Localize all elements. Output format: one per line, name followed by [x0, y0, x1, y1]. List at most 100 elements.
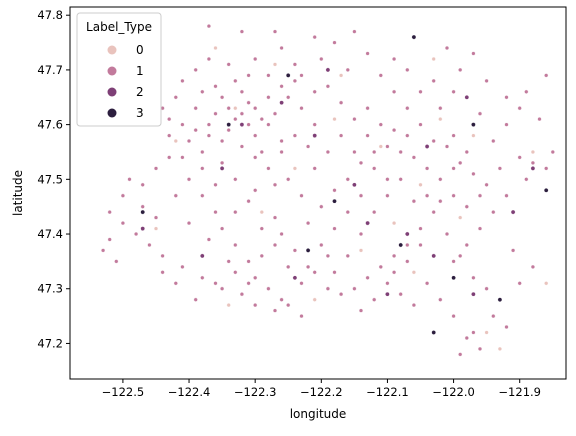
scatter-point-2 [199, 253, 205, 259]
scatter-point-1 [292, 133, 297, 138]
scatter-point-0 [292, 166, 297, 171]
scatter-point-1 [279, 84, 284, 89]
scatter-point-3 [140, 209, 145, 215]
scatter-point-1 [200, 166, 205, 171]
scatter-point-1 [352, 29, 357, 34]
scatter-point-0 [484, 330, 489, 335]
scatter-point-1 [517, 155, 522, 160]
scatter-point-1 [306, 264, 311, 269]
scatter-point-0 [497, 346, 502, 351]
legend-marker-1 [107, 66, 117, 76]
scatter-point-2 [385, 291, 390, 297]
scatter-point-1 [239, 144, 244, 149]
legend-box [76, 12, 162, 127]
scatter-point-1 [392, 253, 397, 258]
scatter-point-1 [233, 116, 238, 122]
scatter-point-1 [425, 166, 430, 171]
scatter-point-1 [477, 226, 483, 231]
scatter-point-1 [239, 292, 244, 297]
scatter-point-1 [233, 242, 238, 248]
scatter-point-1 [213, 281, 218, 286]
scatter-point-1 [140, 204, 145, 209]
scatter-point-1 [286, 95, 291, 100]
x-tick-label: −122.1 [366, 385, 409, 399]
scatter-point-1 [153, 166, 159, 171]
scatter-point-1 [226, 62, 231, 67]
scatter-point-1 [279, 297, 284, 302]
scatter-point-1 [253, 133, 258, 138]
scatter-point-1 [220, 286, 225, 291]
scatter-point-2 [510, 209, 516, 215]
scatter-point-1 [325, 149, 330, 155]
scatter-point-1 [253, 106, 258, 111]
legend-marker-2 [107, 87, 117, 97]
scatter-point-1 [266, 73, 271, 78]
scatter-point-1 [378, 264, 383, 269]
scatter-point-1 [253, 56, 258, 62]
y-tick-label: 47.4 [37, 227, 63, 241]
scatter-point-1 [345, 67, 350, 72]
scatter-point-1 [292, 248, 297, 253]
scatter-point-1 [193, 67, 198, 72]
scatter-point-2 [292, 275, 298, 281]
y-axis: 47.2 47.3 47.4 47.5 47.6 47.7 47.8 [37, 8, 70, 350]
scatter-point-1 [524, 89, 529, 94]
scatter-point-1 [451, 259, 456, 264]
scatter-point-1 [544, 166, 549, 171]
scatter-point-2 [404, 231, 410, 237]
scatter-point-1 [392, 56, 397, 62]
scatter-point-0 [471, 133, 476, 138]
scatter-point-1 [173, 193, 178, 198]
scatter-point-1 [272, 111, 278, 116]
y-tick-label: 47.5 [37, 172, 63, 186]
scatter-point-1 [530, 160, 535, 165]
scatter-point-1 [385, 193, 390, 198]
scatter-point-1 [438, 106, 443, 111]
scatter-point-1 [524, 177, 529, 182]
scatter-point-1 [358, 193, 364, 198]
legend-label-3: 3 [136, 106, 144, 120]
scatter-point-1 [411, 303, 416, 308]
scatter-point-1 [193, 297, 198, 302]
scatter-point-1 [147, 242, 152, 248]
scatter-point-0 [272, 62, 278, 67]
scatter-point-3 [471, 122, 476, 127]
scatter-point-1 [464, 149, 469, 155]
scatter-point-1 [312, 89, 317, 94]
scatter-point-1 [504, 193, 509, 198]
scatter-point-1 [200, 193, 205, 198]
scatter-point-2 [140, 226, 145, 231]
scatter-point-2 [312, 133, 318, 138]
scatter-point-1 [405, 67, 410, 72]
scatter-point-1 [266, 122, 271, 127]
scatter-point-1 [312, 34, 317, 40]
scatter-point-1 [266, 95, 271, 100]
scatter-point-1 [319, 242, 324, 248]
scatter-point-2 [365, 220, 370, 226]
scatter-point-1 [451, 133, 456, 138]
scatter-point-1 [405, 106, 410, 111]
scatter-point-1 [458, 67, 463, 72]
scatter-point-0 [358, 248, 364, 253]
scatter-point-1 [193, 106, 198, 111]
scatter-point-1 [352, 149, 357, 155]
legend-marker-0 [107, 45, 117, 55]
scatter-point-1 [180, 264, 185, 269]
y-tick-label: 47.6 [37, 118, 63, 132]
scatter-point-1 [140, 182, 145, 187]
x-tick-label: −122.2 [300, 385, 343, 399]
scatter-point-1 [246, 100, 251, 105]
scatter-point-1 [464, 204, 469, 209]
scatter-point-1 [458, 160, 463, 165]
scatter-point-1 [180, 155, 185, 160]
scatter-point-1 [451, 193, 456, 198]
scatter-point-0 [392, 221, 397, 226]
scatter-point-1 [246, 259, 251, 264]
scatter-point-1 [398, 177, 403, 182]
scatter-point-1 [365, 51, 370, 56]
x-tick-label: −122.0 [432, 385, 475, 399]
scatter-point-1 [167, 133, 172, 138]
scatter-point-1 [385, 281, 390, 286]
scatter-point-1 [186, 138, 192, 144]
